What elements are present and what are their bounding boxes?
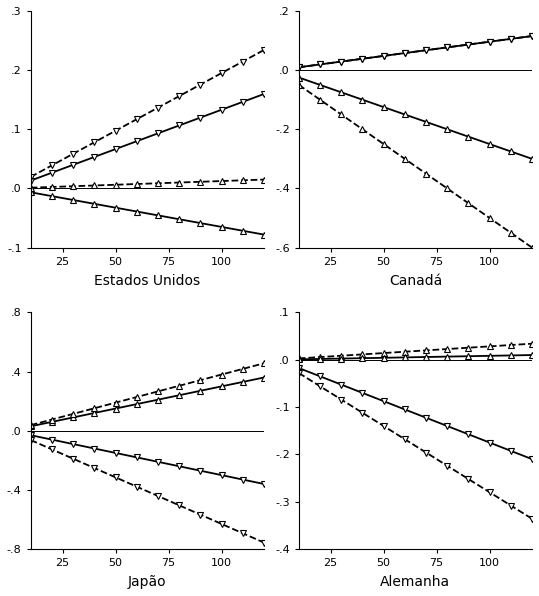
- X-axis label: Estados Unidos: Estados Unidos: [94, 274, 201, 288]
- X-axis label: Japão: Japão: [128, 575, 167, 589]
- X-axis label: Canadá: Canadá: [389, 274, 442, 288]
- X-axis label: Alemanha: Alemanha: [381, 575, 451, 589]
